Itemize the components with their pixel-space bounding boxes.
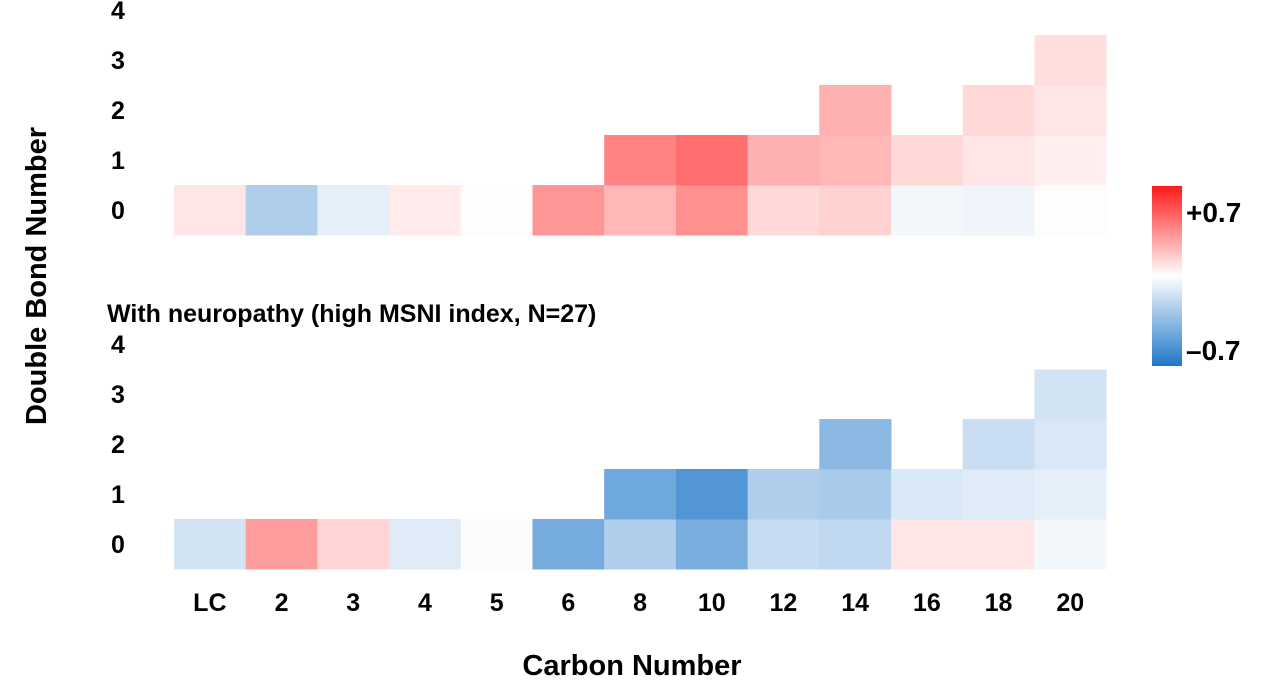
color-legend-max-label: +0.7: [1186, 197, 1241, 228]
color-legend-min-label: –0.7: [1186, 335, 1241, 366]
heatmap-cell: [962, 185, 1035, 236]
heatmap-cell: [819, 85, 892, 136]
heatmap-cell: [604, 469, 677, 520]
x-tick-label: 12: [770, 589, 798, 617]
heatmap-cell: [819, 419, 892, 470]
x-tick-label: 20: [1056, 589, 1084, 617]
color-legend-bar: [1152, 186, 1182, 366]
y-tick-label: 2: [111, 431, 125, 459]
heatmap-cell: [460, 519, 533, 570]
heatmap-cell: [604, 135, 677, 186]
y-tick-label: 2: [111, 97, 125, 125]
heatmap-cell: [819, 519, 892, 570]
heatmap-cell: [1034, 469, 1107, 520]
heatmap-cell: [962, 469, 1035, 520]
y-tick-label: 3: [111, 381, 125, 409]
heatmap-cell: [389, 519, 462, 570]
heatmap-cell: [1034, 369, 1107, 420]
heatmap-cell: [962, 135, 1035, 186]
heatmap-cell: [1034, 319, 1107, 370]
x-tick-label: 14: [841, 589, 869, 617]
panel-title-bottom: With neuropathy (high MSNI index, N=27): [107, 300, 596, 328]
heatmap-panel-top: 0 1 2 3 4: [111, 0, 1107, 236]
heatmap-cell: [460, 185, 533, 236]
heatmap-cell: [604, 185, 677, 236]
x-axis-tick-labels: LC 2 3 4 5 6 8 10 12 14 16 18 20: [193, 589, 1084, 617]
x-tick-label: 8: [633, 589, 647, 617]
heatmap-cell: [245, 519, 318, 570]
y-tick-label: 1: [111, 147, 125, 175]
heatmap-cell: [747, 469, 820, 520]
heatmap-cell: [532, 519, 605, 570]
heatmap-cell: [962, 85, 1035, 136]
heatmap-cell: [675, 469, 749, 520]
y-tick-label: 1: [111, 481, 125, 509]
heatmap-cell: [891, 519, 964, 570]
heatmap-cell: [604, 519, 677, 570]
heatmap-cell: [675, 185, 749, 236]
heatmap-cell: [1034, 519, 1107, 570]
heatmap-cell: [1034, 35, 1107, 86]
heatmap-cell: [819, 469, 892, 520]
x-tick-label: 5: [490, 589, 504, 617]
heatmap-cell: [245, 185, 318, 236]
x-tick-label: 6: [561, 589, 575, 617]
heatmap-cell: [532, 185, 605, 236]
heatmap-cell: [962, 519, 1035, 570]
heatmap-cell: [891, 135, 964, 186]
x-axis-title: Carbon Number: [522, 650, 741, 682]
y-tick-label: 3: [111, 47, 125, 75]
heatmap-cell: [389, 185, 462, 236]
heatmap-cell: [962, 419, 1035, 470]
y-tick-label: 0: [111, 531, 125, 559]
heatmap-cell: [819, 185, 892, 236]
heatmap-panel-bottom: 0 1 2 3 4: [111, 319, 1107, 570]
x-tick-label: 16: [913, 589, 941, 617]
heatmap-cell: [747, 135, 820, 186]
heatmap-cell: [891, 185, 964, 236]
x-tick-label: 10: [698, 589, 726, 617]
x-tick-label: LC: [193, 589, 226, 617]
heatmap-cell: [747, 185, 820, 236]
heatmap-cell: [747, 519, 820, 570]
heatmap-cell: [819, 135, 892, 186]
heatmap-cell: [1034, 85, 1107, 136]
x-tick-label: 2: [275, 589, 289, 617]
heatmap-cell: [675, 135, 749, 186]
heatmap-cell: [174, 519, 247, 570]
color-legend: +0.7 –0.7: [1152, 186, 1241, 366]
y-tick-label: 4: [111, 0, 125, 25]
y-tick-label: 4: [111, 331, 125, 359]
y-axis-title: Double Bond Number: [21, 127, 53, 425]
x-tick-label: 18: [985, 589, 1013, 617]
heatmap-cell: [317, 519, 390, 570]
heatmap-cell: [317, 185, 390, 236]
x-tick-label: 3: [346, 589, 360, 617]
heatmap-cell: [675, 519, 749, 570]
x-tick-label: 4: [418, 589, 432, 617]
heatmap-cell: [891, 469, 964, 520]
heatmap-cell: [174, 185, 247, 236]
heatmap-cell: [1034, 135, 1107, 186]
heatmap-cell: [1034, 185, 1107, 236]
heatmap-cell: [1034, 419, 1107, 470]
y-tick-label: 0: [111, 197, 125, 225]
